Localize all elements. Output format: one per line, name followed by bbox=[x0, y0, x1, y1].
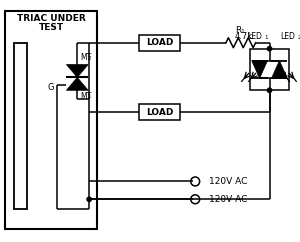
Text: LOAD: LOAD bbox=[146, 108, 173, 117]
Text: 1: 1 bbox=[265, 35, 268, 40]
Text: LED: LED bbox=[247, 32, 262, 41]
Bar bbox=[14, 43, 27, 209]
Bar bbox=[250, 49, 289, 90]
Text: MT: MT bbox=[80, 53, 92, 62]
Bar bbox=[139, 35, 180, 51]
Text: R: R bbox=[235, 26, 241, 35]
Bar bbox=[5, 11, 97, 229]
Circle shape bbox=[267, 88, 272, 92]
Text: MT: MT bbox=[80, 92, 92, 101]
Polygon shape bbox=[252, 60, 268, 78]
Text: 2: 2 bbox=[87, 56, 91, 60]
Text: 4.7k: 4.7k bbox=[235, 32, 253, 41]
Text: LED: LED bbox=[280, 32, 295, 41]
Polygon shape bbox=[66, 77, 88, 90]
Circle shape bbox=[267, 46, 272, 51]
Polygon shape bbox=[272, 60, 287, 78]
Text: 120V AC: 120V AC bbox=[209, 195, 247, 204]
Text: 120V AC: 120V AC bbox=[209, 177, 247, 186]
Text: LOAD: LOAD bbox=[146, 38, 173, 47]
Text: 1: 1 bbox=[87, 94, 91, 99]
Polygon shape bbox=[66, 65, 88, 77]
Text: 2: 2 bbox=[297, 35, 300, 40]
Circle shape bbox=[87, 197, 92, 201]
Text: G: G bbox=[47, 83, 53, 92]
Bar bbox=[139, 104, 180, 120]
Text: 1: 1 bbox=[241, 29, 244, 34]
Text: TRIAC UNDER: TRIAC UNDER bbox=[17, 15, 86, 23]
Text: TEST: TEST bbox=[39, 23, 64, 32]
